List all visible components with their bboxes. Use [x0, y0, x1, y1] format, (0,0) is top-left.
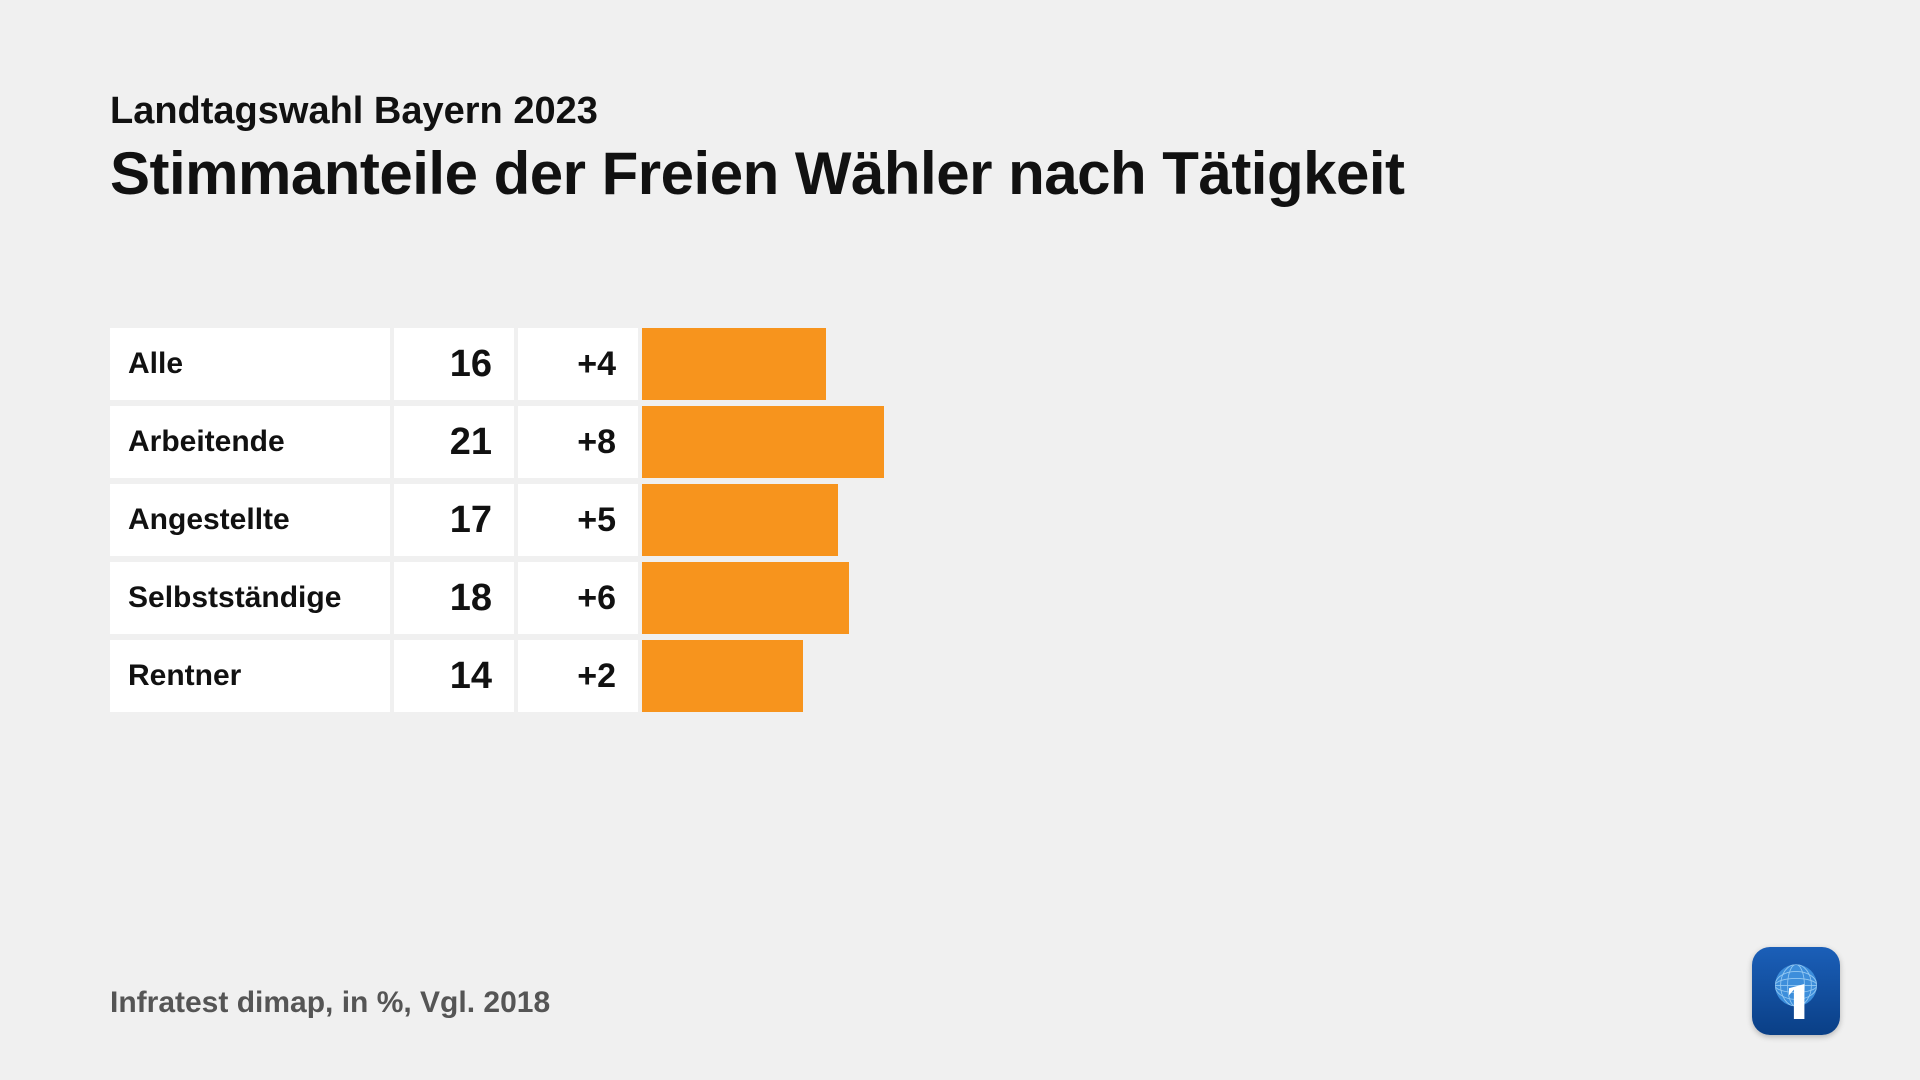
row-value: 16 [394, 328, 514, 400]
row-label: Arbeitende [110, 406, 390, 478]
chart-row: Arbeitende21+8 [110, 406, 1810, 478]
row-bar-cell [642, 562, 1810, 634]
row-value: 17 [394, 484, 514, 556]
row-bar [642, 328, 826, 400]
row-label: Selbstständige [110, 562, 390, 634]
row-value: 14 [394, 640, 514, 712]
ard-logo-icon [1761, 956, 1831, 1026]
broadcaster-logo [1752, 947, 1840, 1035]
row-bar-cell [642, 328, 1810, 400]
row-bar [642, 562, 849, 634]
chart-row: Angestellte17+5 [110, 484, 1810, 556]
chart-row: Alle16+4 [110, 328, 1810, 400]
row-bar [642, 640, 803, 712]
row-label: Alle [110, 328, 390, 400]
source-footer: Infratest dimap, in %, Vgl. 2018 [110, 986, 550, 1020]
chart-title: Stimmanteile der Freien Wähler nach Täti… [110, 139, 1810, 208]
bar-chart: Alle16+4Arbeitende21+8Angestellte17+5Sel… [110, 328, 1810, 712]
row-change: +5 [518, 484, 638, 556]
row-bar [642, 406, 884, 478]
row-bar-cell [642, 484, 1810, 556]
row-bar [642, 484, 838, 556]
row-bar-cell [642, 640, 1810, 712]
row-value: 21 [394, 406, 514, 478]
row-label: Angestellte [110, 484, 390, 556]
chart-row: Selbstständige18+6 [110, 562, 1810, 634]
row-change: +4 [518, 328, 638, 400]
row-label: Rentner [110, 640, 390, 712]
chart-subtitle: Landtagswahl Bayern 2023 [110, 90, 1810, 133]
row-bar-cell [642, 406, 1810, 478]
row-value: 18 [394, 562, 514, 634]
row-change: +6 [518, 562, 638, 634]
row-change: +8 [518, 406, 638, 478]
row-change: +2 [518, 640, 638, 712]
chart-row: Rentner14+2 [110, 640, 1810, 712]
